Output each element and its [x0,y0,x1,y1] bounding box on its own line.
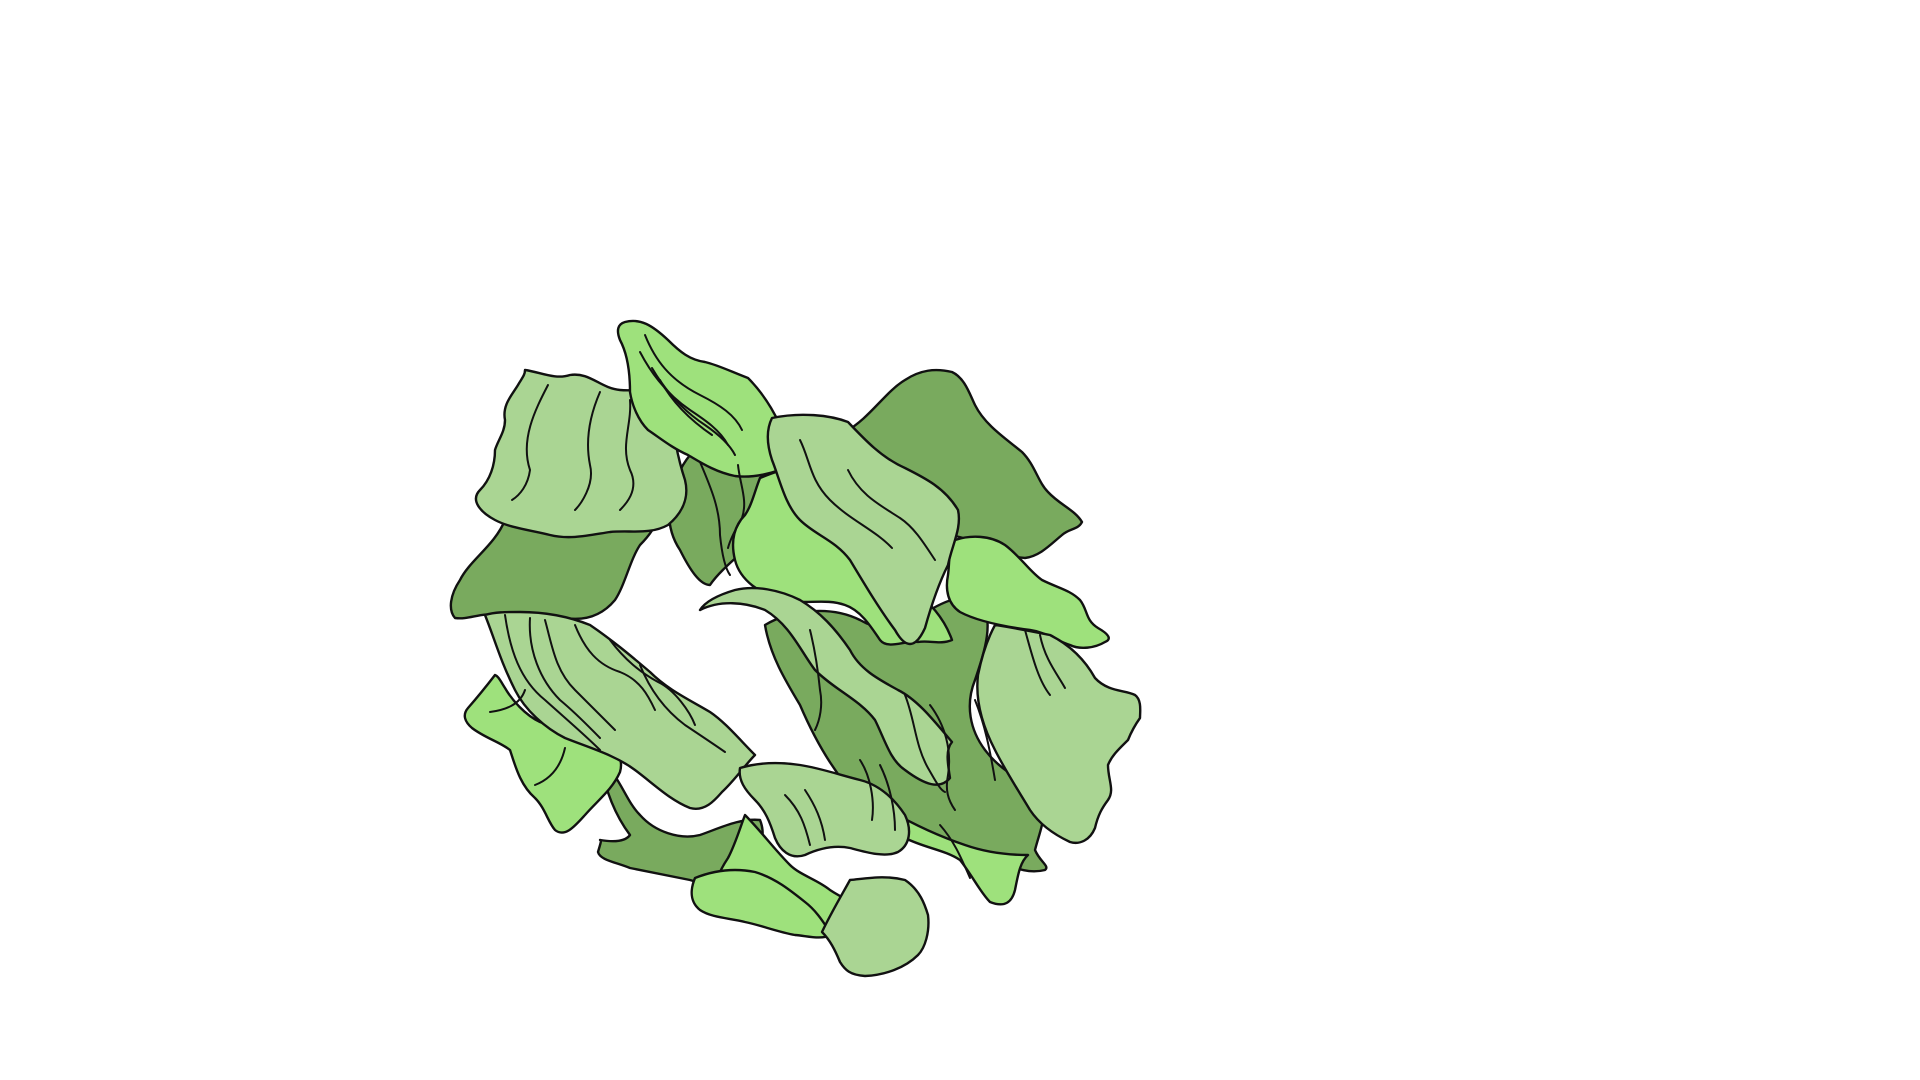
leaf-medium-left-lower [463,673,623,834]
leaf-light-center-lower [698,586,954,786]
leaf-light-bottom-tip [820,876,930,978]
leaf-light-bottom-mid [738,761,911,858]
leaf-medium-bottom-far-left [690,868,834,939]
leaf-light-center-top [766,413,961,646]
lettuce-head-icon [449,319,1142,978]
leaf-light-left-lower [483,610,757,810]
leaf-light-top-left [474,368,688,539]
leaf-light-right-far [976,623,1142,844]
leaf-veins [489,334,1066,879]
leaf-dark-bottom-left [596,758,764,885]
leaf-medium-right [945,535,1110,650]
leaf-light-top-tall [616,319,789,478]
